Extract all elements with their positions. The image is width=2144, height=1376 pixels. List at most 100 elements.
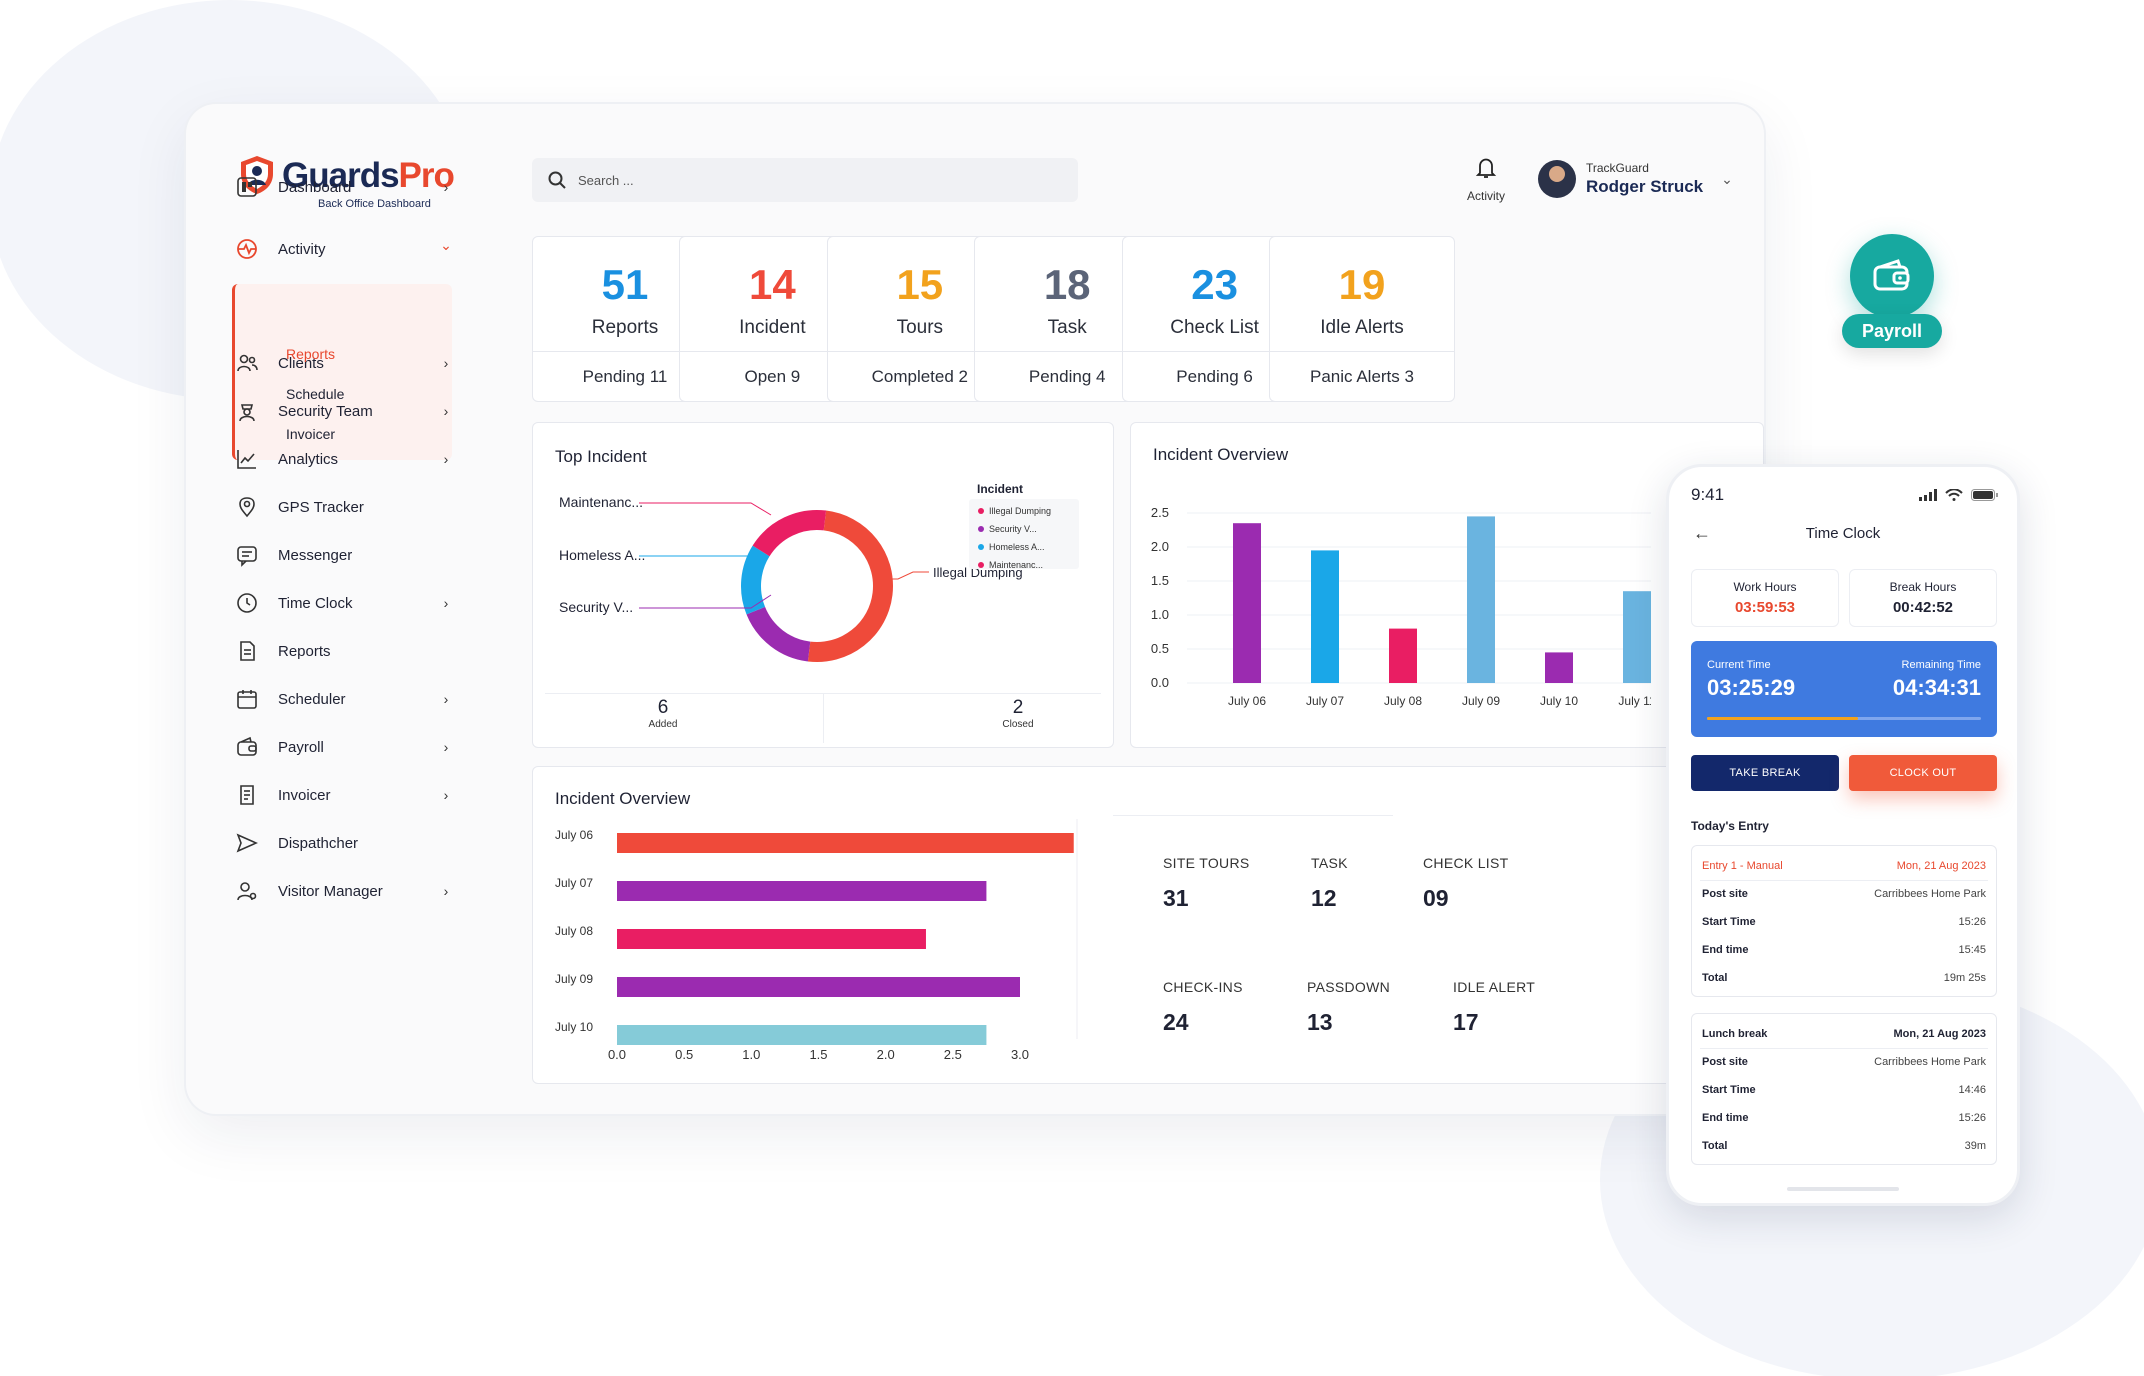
sidebar-item-payroll[interactable]: Payroll ›	[234, 726, 454, 768]
donut-slice[interactable]	[746, 606, 811, 662]
divider	[975, 351, 1160, 352]
divider	[533, 351, 717, 352]
entry-row: Total 19m 25s	[1702, 972, 1986, 984]
sidebar-item-messenger[interactable]: Messenger	[234, 534, 454, 576]
sidebar-item-label: Time Clock	[278, 594, 353, 612]
bar[interactable]	[617, 1025, 987, 1045]
remaining-time-label: Remaining Time	[1901, 659, 1981, 671]
search-bar[interactable]: Search ...	[532, 158, 1078, 202]
sidebar-item-reports[interactable]: Reports	[234, 630, 454, 672]
bar[interactable]	[1389, 628, 1417, 683]
brand-name: GuardsPro	[282, 156, 455, 195]
progress-track	[1707, 717, 1981, 720]
chevron-right-icon: ›	[443, 403, 449, 419]
sidebar-item-label: Visitor Manager	[278, 882, 383, 900]
bar[interactable]	[617, 929, 926, 949]
wallet-icon	[1873, 259, 1910, 291]
stat-card-idle-alerts[interactable]: 19 Idle Alerts Panic Alerts 3	[1269, 236, 1455, 402]
bar[interactable]	[1311, 550, 1339, 683]
added-value: 6	[657, 697, 669, 718]
x-tick-label: July 11	[1618, 694, 1651, 708]
bar[interactable]	[1467, 516, 1495, 683]
payroll-label[interactable]: Payroll	[1842, 314, 1942, 348]
sidebar-item-label: GPS Tracker	[278, 498, 364, 516]
take-break-button[interactable]: TAKE BREAK	[1691, 755, 1839, 791]
user-org: TrackGuard	[1586, 161, 1649, 175]
bar[interactable]	[1545, 652, 1573, 683]
donut-callout-label: Maintenanc...	[559, 494, 643, 510]
top-incident-title: Top Incident	[555, 447, 647, 466]
bar[interactable]	[617, 833, 1074, 853]
stat-key: CHECK LIST	[1423, 855, 1509, 871]
stat-value: 12	[1311, 885, 1337, 911]
gps-pin-icon	[234, 494, 260, 520]
x-tick-label: 1.5	[809, 1047, 827, 1062]
time-entry-card[interactable]: Lunch break Mon, 21 Aug 2023 Post site Carr…	[1691, 1013, 1997, 1165]
user-name: Rodger Struck	[1586, 177, 1704, 196]
y-tick-label: July 10	[555, 1020, 593, 1034]
y-tick-label: 1.5	[1151, 573, 1169, 588]
activity-sub-schedule[interactable]: Schedule	[286, 386, 345, 402]
closed-label: Closed	[1002, 719, 1034, 730]
legend-entry: Maintenanc...	[989, 560, 1043, 570]
donut-slice[interactable]	[807, 510, 893, 662]
sidebar-item-activity[interactable]: Activity ⌄	[234, 228, 454, 270]
sidebar-item-clients[interactable]: Clients ›	[234, 342, 454, 384]
x-tick-label: July 08	[1384, 694, 1422, 708]
avatar	[1538, 160, 1576, 198]
stat-number: 18	[1043, 261, 1091, 308]
sidebar-item-invoicer[interactable]: Invoicer ›	[234, 774, 454, 816]
stat-value: 31	[1163, 885, 1189, 911]
payroll-float-button[interactable]	[1850, 234, 1934, 318]
incident-overview-title: Incident Overview	[555, 789, 691, 808]
time-entry-card[interactable]: Entry 1 - Manual Mon, 21 Aug 2023 Post sit…	[1691, 845, 1997, 997]
stat-key: IDLE ALERT	[1453, 979, 1536, 995]
back-arrow-icon[interactable]: ←	[1693, 523, 1711, 543]
entry-value: 14:46	[1958, 1084, 1986, 1096]
activity-icon	[234, 236, 260, 262]
activity-sub-reports[interactable]: Reports	[286, 346, 336, 362]
stat-label: Tours	[896, 317, 944, 338]
brand-logo[interactable]: GuardsPro Back Office Dashboard	[238, 154, 455, 210]
clock-out-button[interactable]: CLOCK OUT	[1849, 755, 1997, 791]
entry-key: Start Time	[1702, 916, 1756, 928]
x-tick-label: 0.5	[675, 1047, 693, 1062]
entry-row: Start Time 14:46	[1702, 1084, 1986, 1096]
invoice-icon	[234, 782, 260, 808]
overview-stat-check-ins: CHECK-INS 24	[1163, 979, 1243, 1036]
donut-slice[interactable]	[752, 510, 827, 557]
stat-key: PASSDOWN	[1307, 979, 1391, 995]
added-label: Added	[648, 719, 678, 730]
bar[interactable]	[617, 881, 987, 901]
sidebar-item-scheduler[interactable]: Scheduler ›	[234, 678, 454, 720]
incident-overview-horizontal-panel: Incident Overview 0.0 0.5 1.0 1.5 2.0 2.5 3.0 J…	[532, 766, 1764, 1084]
activity-button[interactable]: Activity	[1456, 156, 1516, 203]
stat-footer: Completed 2	[871, 367, 968, 386]
bar[interactable]	[1623, 591, 1651, 683]
entry-value: 15:45	[1958, 944, 1986, 956]
sidebar-item-time-clock[interactable]: Time Clock ›	[234, 582, 454, 624]
work-hours-card: Work Hours 03:59:53	[1691, 569, 1839, 627]
sidebar-item-analytics[interactable]: Analytics ›	[234, 438, 454, 480]
bar[interactable]	[617, 977, 1020, 997]
sidebar-item-gps-tracker[interactable]: GPS Tracker	[234, 486, 454, 528]
stat-footer: Panic Alerts 3	[1310, 367, 1414, 386]
divider	[1270, 351, 1454, 352]
activity-sub-invoicer[interactable]: Invoicer	[286, 426, 336, 442]
divider	[680, 351, 865, 352]
entry-date: Mon, 21 Aug 2023	[1896, 860, 1986, 872]
search-input[interactable]: Search ...	[578, 172, 634, 188]
today-entry-label: Today's Entry	[1691, 819, 1769, 833]
sidebar-item-label: Reports	[278, 642, 331, 660]
sidebar-item-visitor-manager[interactable]: Visitor Manager ›	[234, 870, 454, 912]
sidebar-item-security-team[interactable]: Security Team ›	[234, 390, 454, 432]
entry-key: Post site	[1702, 1056, 1748, 1068]
donut-slice[interactable]	[741, 545, 770, 615]
sidebar-item-dispathcher[interactable]: Dispathcher	[234, 822, 454, 864]
sidebar-item-dashboard[interactable]: Dashboard ›	[234, 166, 454, 208]
user-menu[interactable]: TrackGuard Rodger Struck ⌄	[1538, 160, 1733, 198]
divider	[1122, 351, 1307, 352]
y-tick-label: July 07	[555, 876, 593, 890]
signal-icon	[1919, 489, 1937, 501]
bar[interactable]	[1233, 523, 1261, 683]
